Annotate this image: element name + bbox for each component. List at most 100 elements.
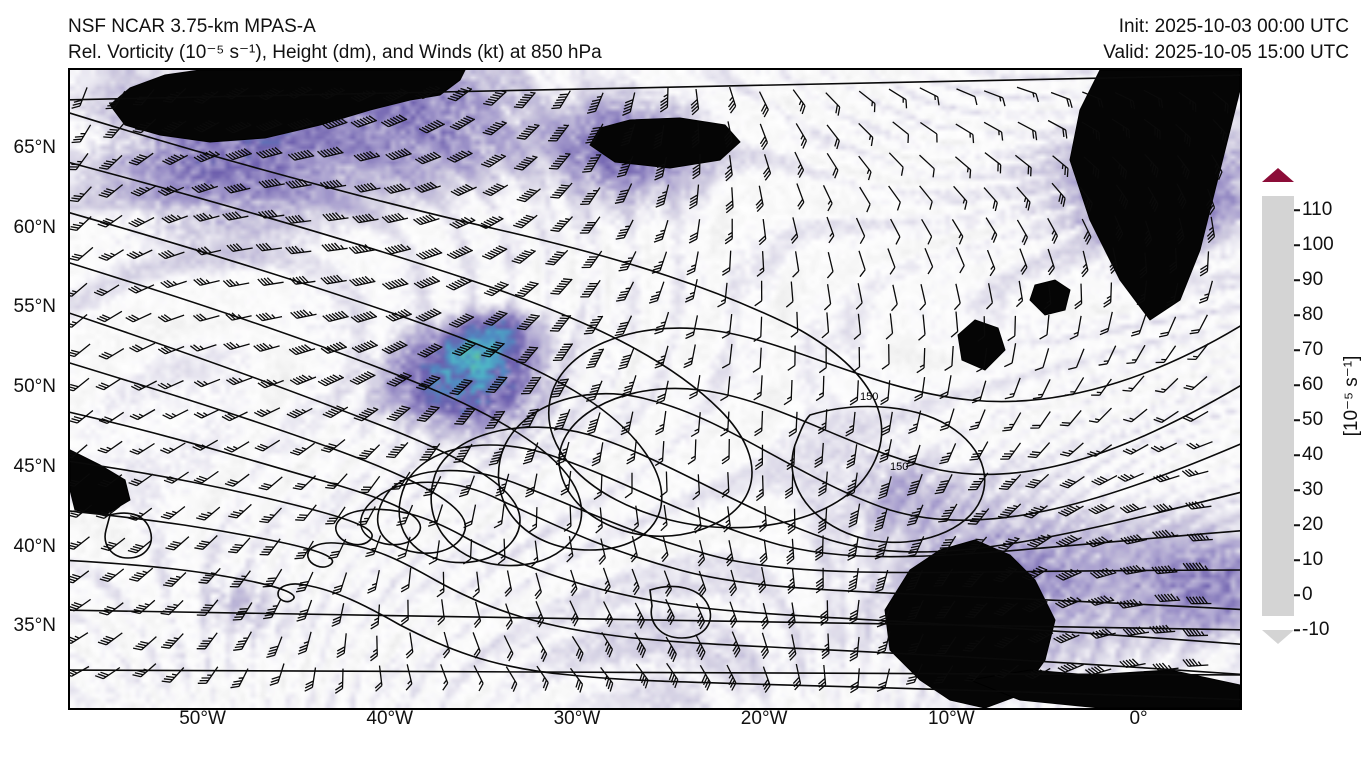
wind-barb bbox=[127, 250, 153, 259]
wind-barb bbox=[604, 602, 613, 628]
wind-barb bbox=[874, 570, 887, 592]
header-title-block: NSF NCAR 3.75-km MPAS-A Rel. Vorticity (… bbox=[68, 14, 602, 65]
colorbar-tick-label: 30 bbox=[1294, 479, 1323, 501]
wind-barb bbox=[130, 410, 155, 420]
wind-barb bbox=[473, 572, 479, 598]
colorbar[interactable]: 110 100 90 80 70 60 50 40 30 20 10 0 -10 [10⁻⁵ s⁻¹] bbox=[1262, 168, 1302, 644]
wind-barb bbox=[1015, 155, 1031, 176]
wind-barb bbox=[291, 310, 317, 319]
wind-barb bbox=[194, 379, 220, 386]
wind-barb bbox=[226, 149, 252, 160]
wind-barb bbox=[664, 571, 671, 597]
wind-barb bbox=[521, 377, 541, 394]
wind-barb bbox=[323, 213, 349, 221]
wind-barb bbox=[754, 375, 762, 400]
wind-barb bbox=[1008, 316, 1016, 341]
wind-barb bbox=[483, 184, 508, 196]
wind-barb bbox=[1155, 378, 1178, 392]
wind-barb bbox=[516, 347, 538, 362]
wind-barb bbox=[70, 599, 91, 611]
wind-barb bbox=[1054, 633, 1080, 642]
wind-barb bbox=[484, 282, 509, 296]
wind-barb bbox=[691, 89, 699, 115]
y-axis-tick: 35°N bbox=[14, 615, 56, 637]
wind-barb bbox=[417, 406, 440, 421]
wind-barb bbox=[99, 250, 124, 261]
wind-barb bbox=[815, 536, 823, 561]
wind-barb bbox=[256, 148, 282, 158]
wind-barb bbox=[1154, 475, 1180, 482]
wind-barb bbox=[196, 507, 220, 520]
wind-barb bbox=[859, 123, 873, 146]
wind-barb bbox=[438, 599, 445, 625]
wind-barb bbox=[549, 154, 570, 169]
wind-barb bbox=[1033, 379, 1050, 398]
wind-barb bbox=[1126, 345, 1145, 363]
wind-barb bbox=[446, 277, 472, 290]
wind-barb bbox=[1183, 411, 1208, 421]
init-time-label: Init: 2025-10-03 00:00 UTC bbox=[1103, 14, 1349, 40]
wind-barb bbox=[907, 474, 922, 495]
wind-barb bbox=[616, 220, 633, 239]
weather-map-app: NSF NCAR 3.75-km MPAS-A Rel. Vorticity (… bbox=[0, 0, 1369, 775]
wind-barb bbox=[822, 312, 829, 338]
wind-barb bbox=[859, 91, 875, 112]
wind-barb bbox=[1186, 597, 1211, 604]
wind-barb bbox=[881, 412, 892, 436]
wind-barb bbox=[550, 217, 572, 232]
wind-barb bbox=[654, 220, 668, 242]
wind-barb bbox=[194, 151, 220, 162]
wind-barb bbox=[656, 381, 668, 404]
wind-barb bbox=[952, 219, 962, 244]
wind-barb bbox=[722, 344, 732, 368]
colorbar-tick-label: 40 bbox=[1294, 444, 1323, 466]
wind-barb bbox=[1092, 476, 1117, 485]
wind-barb bbox=[761, 603, 768, 629]
wind-barb bbox=[954, 284, 960, 310]
wind-barb bbox=[795, 152, 804, 178]
wind-barb bbox=[286, 215, 312, 223]
wind-barb bbox=[270, 664, 284, 686]
wind-barb bbox=[517, 125, 540, 140]
wind-barb bbox=[375, 666, 382, 692]
wind-barb bbox=[463, 539, 471, 564]
wind-barb bbox=[727, 665, 736, 691]
wind-barb bbox=[615, 184, 632, 204]
wind-barb bbox=[1154, 504, 1180, 512]
y-axis-tick: 55°N bbox=[14, 296, 56, 318]
wind-barb bbox=[194, 213, 220, 221]
wind-barb bbox=[441, 664, 448, 690]
wind-barb bbox=[481, 155, 506, 168]
wind-barb bbox=[1000, 443, 1020, 459]
wind-barb bbox=[381, 115, 407, 127]
wind-barb bbox=[259, 179, 285, 188]
wind-barb bbox=[860, 187, 870, 212]
wind-barb bbox=[320, 180, 346, 189]
wind-barb bbox=[70, 571, 89, 583]
x-axis-tick: 50°W bbox=[179, 708, 226, 730]
wind-barb bbox=[417, 344, 442, 357]
wind-barb bbox=[580, 280, 600, 297]
wind-barb bbox=[537, 666, 548, 691]
wind-barb bbox=[759, 506, 766, 531]
wind-barb bbox=[70, 537, 90, 550]
wind-barb bbox=[722, 472, 729, 497]
wind-barb bbox=[760, 539, 767, 565]
wind-barb bbox=[684, 345, 696, 368]
wind-barb bbox=[696, 635, 705, 660]
wind-barb bbox=[687, 252, 699, 275]
wind-barb bbox=[729, 570, 736, 596]
wind-barb bbox=[919, 315, 926, 341]
wind-barb bbox=[601, 667, 613, 691]
wind-barb bbox=[846, 444, 856, 468]
wind-barb bbox=[722, 314, 732, 338]
wind-barb bbox=[353, 214, 379, 223]
wind-barb bbox=[1123, 445, 1148, 455]
wind-barb bbox=[98, 633, 122, 645]
map-plot-area[interactable]: 150 150 bbox=[68, 68, 1242, 710]
wind-barb bbox=[70, 633, 88, 644]
wind-barb bbox=[956, 247, 964, 273]
wind-barb bbox=[512, 250, 536, 264]
wind-barb bbox=[726, 187, 733, 212]
wind-barb bbox=[226, 313, 252, 320]
